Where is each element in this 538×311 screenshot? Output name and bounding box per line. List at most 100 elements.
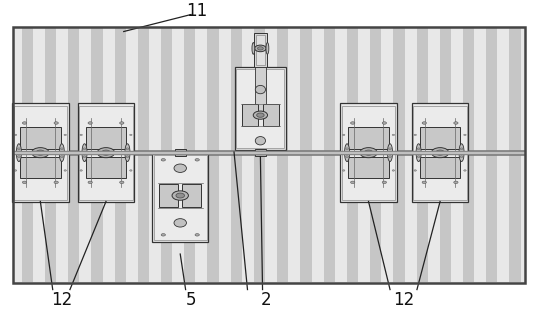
Circle shape — [80, 134, 82, 136]
Circle shape — [88, 181, 93, 183]
Circle shape — [345, 148, 349, 150]
Bar — [412, 103, 468, 202]
Bar — [115, 28, 126, 282]
Ellipse shape — [344, 144, 350, 162]
Circle shape — [195, 159, 199, 161]
Circle shape — [392, 152, 395, 153]
Bar — [12, 103, 69, 202]
Circle shape — [351, 181, 355, 183]
Circle shape — [382, 122, 386, 124]
Bar — [13, 27, 525, 283]
Bar — [159, 184, 178, 207]
Circle shape — [392, 170, 395, 171]
Bar — [393, 28, 405, 282]
Bar — [20, 157, 61, 179]
Circle shape — [460, 156, 463, 157]
Circle shape — [60, 148, 63, 150]
Bar — [347, 28, 358, 282]
Circle shape — [36, 150, 45, 155]
Circle shape — [464, 134, 466, 136]
Ellipse shape — [16, 144, 22, 162]
Bar — [300, 28, 312, 282]
Ellipse shape — [387, 144, 393, 162]
Circle shape — [342, 152, 345, 153]
Circle shape — [464, 152, 466, 153]
Bar — [20, 127, 61, 149]
Bar — [182, 184, 201, 207]
Bar — [236, 69, 284, 148]
Bar — [254, 33, 267, 67]
Circle shape — [14, 134, 17, 136]
Bar — [13, 27, 525, 283]
Circle shape — [422, 181, 427, 183]
Text: 12: 12 — [51, 291, 73, 309]
Circle shape — [102, 150, 110, 155]
Circle shape — [161, 159, 165, 161]
Bar — [45, 28, 56, 282]
Circle shape — [195, 234, 199, 236]
Circle shape — [80, 152, 82, 153]
Bar — [463, 28, 474, 282]
Circle shape — [88, 122, 93, 124]
Bar — [342, 106, 395, 200]
Circle shape — [388, 156, 392, 157]
Bar — [235, 67, 286, 150]
Circle shape — [83, 148, 86, 150]
Bar — [256, 35, 265, 65]
Circle shape — [351, 122, 355, 124]
Text: 2: 2 — [261, 291, 272, 309]
Bar — [486, 28, 498, 282]
Circle shape — [253, 111, 267, 119]
Circle shape — [382, 181, 386, 183]
Bar — [254, 28, 265, 282]
Bar — [161, 28, 172, 282]
Ellipse shape — [266, 43, 269, 54]
Circle shape — [126, 148, 129, 150]
Circle shape — [54, 122, 58, 124]
Circle shape — [417, 148, 420, 150]
Bar — [78, 103, 134, 202]
Bar — [138, 28, 149, 282]
Bar — [86, 157, 126, 179]
Circle shape — [176, 193, 185, 198]
Circle shape — [64, 170, 67, 171]
Ellipse shape — [174, 164, 187, 172]
Bar — [86, 127, 126, 149]
Bar — [231, 28, 242, 282]
Bar — [420, 157, 461, 179]
Bar — [184, 28, 195, 282]
Circle shape — [345, 156, 349, 157]
Circle shape — [23, 181, 27, 183]
Circle shape — [414, 134, 416, 136]
Circle shape — [161, 234, 165, 236]
Circle shape — [431, 148, 449, 158]
Ellipse shape — [59, 144, 65, 162]
Bar — [348, 157, 389, 179]
Bar — [154, 155, 207, 240]
Circle shape — [32, 148, 49, 158]
Circle shape — [257, 113, 264, 117]
Bar — [416, 28, 428, 282]
Circle shape — [64, 152, 67, 153]
Ellipse shape — [125, 144, 130, 162]
Circle shape — [454, 181, 458, 183]
Bar — [509, 28, 521, 282]
Circle shape — [258, 47, 263, 50]
Bar — [80, 106, 132, 200]
Circle shape — [364, 150, 373, 155]
Ellipse shape — [255, 137, 265, 145]
Bar — [152, 153, 208, 242]
Bar — [91, 28, 103, 282]
Ellipse shape — [416, 144, 421, 162]
Circle shape — [172, 191, 188, 200]
Circle shape — [54, 181, 58, 183]
Circle shape — [14, 170, 17, 171]
Bar — [242, 104, 258, 126]
Ellipse shape — [174, 219, 187, 227]
Bar — [420, 127, 461, 149]
Circle shape — [454, 122, 458, 124]
Bar — [348, 127, 389, 149]
Circle shape — [17, 148, 20, 150]
Ellipse shape — [252, 43, 255, 54]
Circle shape — [17, 156, 20, 157]
